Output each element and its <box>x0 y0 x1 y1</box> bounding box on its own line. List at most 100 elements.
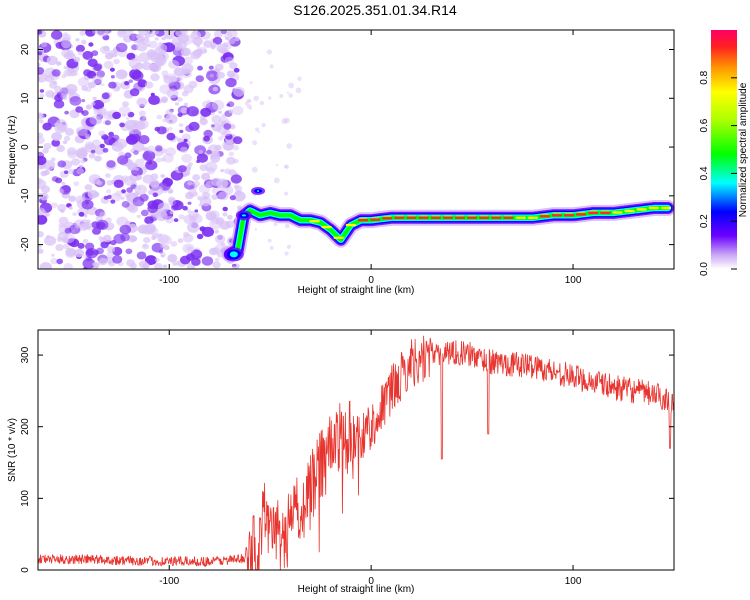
noise-blob-654 <box>109 67 115 72</box>
noise-blob-705 <box>142 150 156 162</box>
noise-blob-893 <box>211 153 219 160</box>
noise-sparse-24 <box>254 228 257 231</box>
noise-blob-896 <box>71 158 81 166</box>
noise-blob-708 <box>65 249 77 258</box>
noise-blob-778 <box>207 99 211 103</box>
noise-blob-607 <box>84 133 90 138</box>
noise-blob-216 <box>75 44 85 53</box>
noise-blob-852 <box>216 178 229 189</box>
noise-blob-673 <box>223 142 234 151</box>
noise-blob-861 <box>183 68 191 75</box>
noise-blob-807 <box>117 30 127 38</box>
noise-blob-116 <box>73 181 80 187</box>
noise-blob-752 <box>144 81 154 89</box>
noise-blob-583 <box>209 42 217 48</box>
noise-blob-690 <box>201 226 214 237</box>
noise-blob-603 <box>142 174 154 184</box>
noise-blob-426 <box>81 39 87 45</box>
noise-blob-890 <box>142 262 150 269</box>
noise-blob-187 <box>174 102 180 106</box>
noise-blob-729 <box>115 138 128 149</box>
noise-blob-417 <box>208 247 218 256</box>
noise-blob-436 <box>127 162 137 171</box>
noise-blob-676 <box>160 254 165 258</box>
noise-blob-533 <box>183 138 188 143</box>
noise-blob-440 <box>191 257 201 266</box>
noise-blob-751 <box>88 81 97 89</box>
noise-blob-604 <box>115 42 128 53</box>
noise-blob-726 <box>139 193 149 202</box>
noise-blob-97 <box>120 196 125 200</box>
noise-blob-850 <box>119 224 132 235</box>
noise-blob-370 <box>98 257 108 266</box>
noise-blob-206 <box>98 130 106 137</box>
noise-blob-391 <box>54 122 60 127</box>
noise-sparse-9 <box>286 91 289 94</box>
noise-blob-199 <box>50 257 58 265</box>
noise-blob-760 <box>195 75 204 83</box>
noise-blob-655 <box>38 62 41 67</box>
noise-blob-812 <box>97 107 108 117</box>
noise-blob-400 <box>113 233 126 244</box>
noise-blob-836 <box>85 201 90 205</box>
noise-blob-704 <box>156 126 167 135</box>
noise-blob-173 <box>144 255 157 266</box>
noise-blob-848 <box>51 80 57 85</box>
noise-blob-167 <box>218 110 223 114</box>
noise-blob-514 <box>143 244 147 248</box>
noise-blob-460 <box>98 236 104 241</box>
noise-blob-793 <box>136 34 142 39</box>
noise-blob-620 <box>125 134 138 145</box>
noise-blob-408 <box>92 207 97 211</box>
noise-blob-757 <box>180 107 188 114</box>
noise-blob-689 <box>136 174 143 180</box>
noise-blob-54 <box>196 233 204 240</box>
noise-blob-864 <box>84 222 93 229</box>
noise-blob-887 <box>144 224 156 235</box>
noise-sparse-17 <box>269 245 274 250</box>
noise-blob-776 <box>92 227 101 235</box>
noise-blob-569 <box>177 238 184 244</box>
noise-blob-466 <box>80 159 86 164</box>
noise-blob-891 <box>58 188 65 194</box>
noise-blob-889 <box>106 160 116 168</box>
noise-blob-600 <box>145 160 158 171</box>
noise-blob-602 <box>209 73 215 78</box>
noise-blob-857 <box>82 238 89 244</box>
noise-blob-371 <box>136 97 148 107</box>
noise-blob-830 <box>198 150 204 154</box>
noise-blob-585 <box>76 167 84 175</box>
noise-blob-429 <box>125 248 133 255</box>
noise-blob-618 <box>43 142 52 150</box>
noise-blob-805 <box>130 236 137 242</box>
noise-blob-464 <box>100 83 105 87</box>
noise-blob-669 <box>216 71 225 79</box>
noise-blob-473 <box>211 100 225 111</box>
noise-blob-342 <box>220 168 225 173</box>
noise-blob-71 <box>125 116 130 120</box>
noise-blob-883 <box>155 145 163 152</box>
noise-blob-329 <box>186 209 192 214</box>
noise-blob-672 <box>129 262 137 269</box>
snr-panel: -100 0 100 0 100 200 300 Height of straight l… <box>7 329 675 595</box>
noise-blob-641 <box>150 92 155 97</box>
noise-blob-609 <box>101 92 110 100</box>
spectrogram-ytick-label-0: -20 <box>20 237 31 252</box>
noise-blob-684 <box>90 149 96 154</box>
colorbar-tick-label-2: 0.4 <box>699 166 710 180</box>
noise-blob-125 <box>126 187 133 193</box>
noise-sparse-36 <box>252 140 258 146</box>
noise-blob-711 <box>96 180 103 186</box>
noise-blob-828 <box>211 247 221 255</box>
noise-blob-35 <box>79 30 86 36</box>
noise-blob-639 <box>51 202 58 208</box>
noise-blob-67 <box>143 237 151 244</box>
noise-sparse-10 <box>284 223 290 229</box>
noise-blob-159 <box>167 254 178 263</box>
colorbar: 0.0 0.2 0.4 0.6 0.8 Normalized spectral ampl… <box>699 30 749 276</box>
noise-sparse-34 <box>284 165 288 169</box>
noise-blob-543 <box>79 164 83 168</box>
noise-blob-756 <box>160 96 168 103</box>
noise-sparse-1 <box>249 81 253 85</box>
